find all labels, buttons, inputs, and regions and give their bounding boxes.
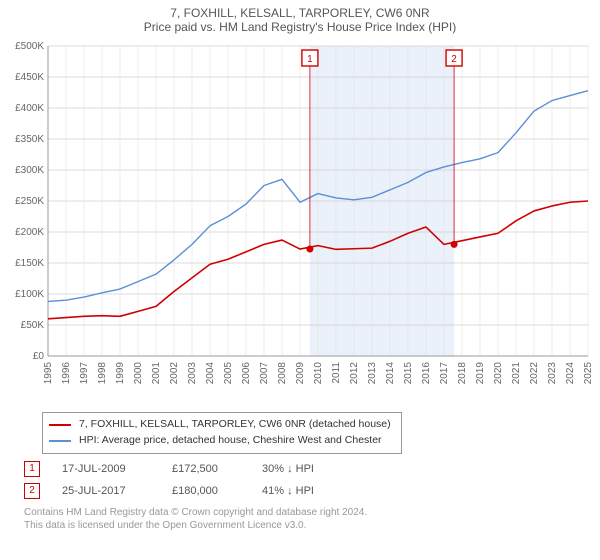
transaction-row: 1 17-JUL-2009 £172,500 30% ↓ HPI	[24, 458, 592, 480]
svg-text:£350K: £350K	[15, 134, 44, 145]
svg-text:2003: 2003	[187, 362, 198, 385]
legend-swatch	[49, 440, 71, 442]
svg-text:2021: 2021	[511, 362, 522, 385]
page-subtitle: Price paid vs. HM Land Registry's House …	[8, 20, 592, 34]
svg-text:2016: 2016	[421, 362, 432, 385]
transaction-badge: 2	[24, 483, 40, 499]
svg-text:2005: 2005	[223, 362, 234, 385]
svg-text:2006: 2006	[241, 362, 252, 385]
svg-text:£450K: £450K	[15, 72, 44, 83]
transaction-date: 17-JUL-2009	[62, 463, 172, 475]
svg-text:2011: 2011	[331, 362, 342, 384]
footer-attribution: Contains HM Land Registry data © Crown c…	[24, 506, 592, 532]
svg-text:2007: 2007	[259, 362, 270, 385]
svg-text:2009: 2009	[295, 362, 306, 385]
transaction-delta: 41% ↓ HPI	[262, 485, 382, 497]
transaction-delta: 30% ↓ HPI	[262, 463, 382, 475]
svg-text:2002: 2002	[169, 362, 180, 385]
svg-text:2013: 2013	[367, 362, 378, 385]
svg-text:2012: 2012	[349, 362, 360, 385]
transaction-price: £172,500	[172, 463, 262, 475]
svg-text:2018: 2018	[457, 362, 468, 385]
svg-text:1996: 1996	[61, 362, 72, 385]
transaction-date: 25-JUL-2017	[62, 485, 172, 497]
svg-text:1: 1	[307, 54, 313, 65]
svg-text:2010: 2010	[313, 362, 324, 385]
svg-text:2014: 2014	[385, 362, 396, 385]
svg-text:2020: 2020	[493, 362, 504, 385]
legend-row: 7, FOXHILL, KELSALL, TARPORLEY, CW6 0NR …	[49, 417, 395, 433]
svg-text:£50K: £50K	[21, 320, 45, 331]
svg-text:£0: £0	[33, 351, 45, 362]
legend-swatch	[49, 424, 71, 426]
svg-text:1995: 1995	[43, 362, 54, 385]
svg-text:£250K: £250K	[15, 196, 44, 207]
legend: 7, FOXHILL, KELSALL, TARPORLEY, CW6 0NR …	[42, 412, 402, 454]
price-chart: £0 £50K £100K £150K £200K £250K £300K £350K £400…	[8, 36, 592, 406]
transaction-row: 2 25-JUL-2017 £180,000 41% ↓ HPI	[24, 480, 592, 502]
svg-text:2023: 2023	[547, 362, 558, 385]
svg-text:2: 2	[451, 54, 457, 65]
transaction-badge: 1	[24, 461, 40, 477]
svg-text:1999: 1999	[115, 362, 126, 385]
page-title: 7, FOXHILL, KELSALL, TARPORLEY, CW6 0NR	[8, 6, 592, 20]
legend-row: HPI: Average price, detached house, Ches…	[49, 433, 395, 449]
svg-text:2022: 2022	[529, 362, 540, 385]
footer-line: This data is licensed under the Open Gov…	[24, 519, 592, 532]
svg-text:£500K: £500K	[15, 41, 44, 52]
svg-text:2001: 2001	[151, 362, 162, 385]
legend-label: 7, FOXHILL, KELSALL, TARPORLEY, CW6 0NR …	[79, 417, 391, 433]
legend-label: HPI: Average price, detached house, Ches…	[79, 433, 382, 449]
svg-text:£150K: £150K	[15, 258, 44, 269]
svg-text:2015: 2015	[403, 362, 414, 385]
svg-text:2008: 2008	[277, 362, 288, 385]
footer-line: Contains HM Land Registry data © Crown c…	[24, 506, 592, 519]
transaction-table: 1 17-JUL-2009 £172,500 30% ↓ HPI 2 25-JU…	[24, 458, 592, 502]
svg-text:1997: 1997	[79, 362, 90, 385]
svg-text:£100K: £100K	[15, 289, 44, 300]
svg-text:£200K: £200K	[15, 227, 44, 238]
svg-text:2024: 2024	[565, 362, 576, 385]
svg-text:£300K: £300K	[15, 165, 44, 176]
svg-text:2004: 2004	[205, 362, 216, 385]
svg-text:2019: 2019	[475, 362, 486, 385]
svg-text:2000: 2000	[133, 362, 144, 385]
transaction-price: £180,000	[172, 485, 262, 497]
svg-text:£400K: £400K	[15, 103, 44, 114]
svg-text:2025: 2025	[583, 362, 592, 385]
svg-text:1998: 1998	[97, 362, 108, 385]
svg-text:2017: 2017	[439, 362, 450, 385]
